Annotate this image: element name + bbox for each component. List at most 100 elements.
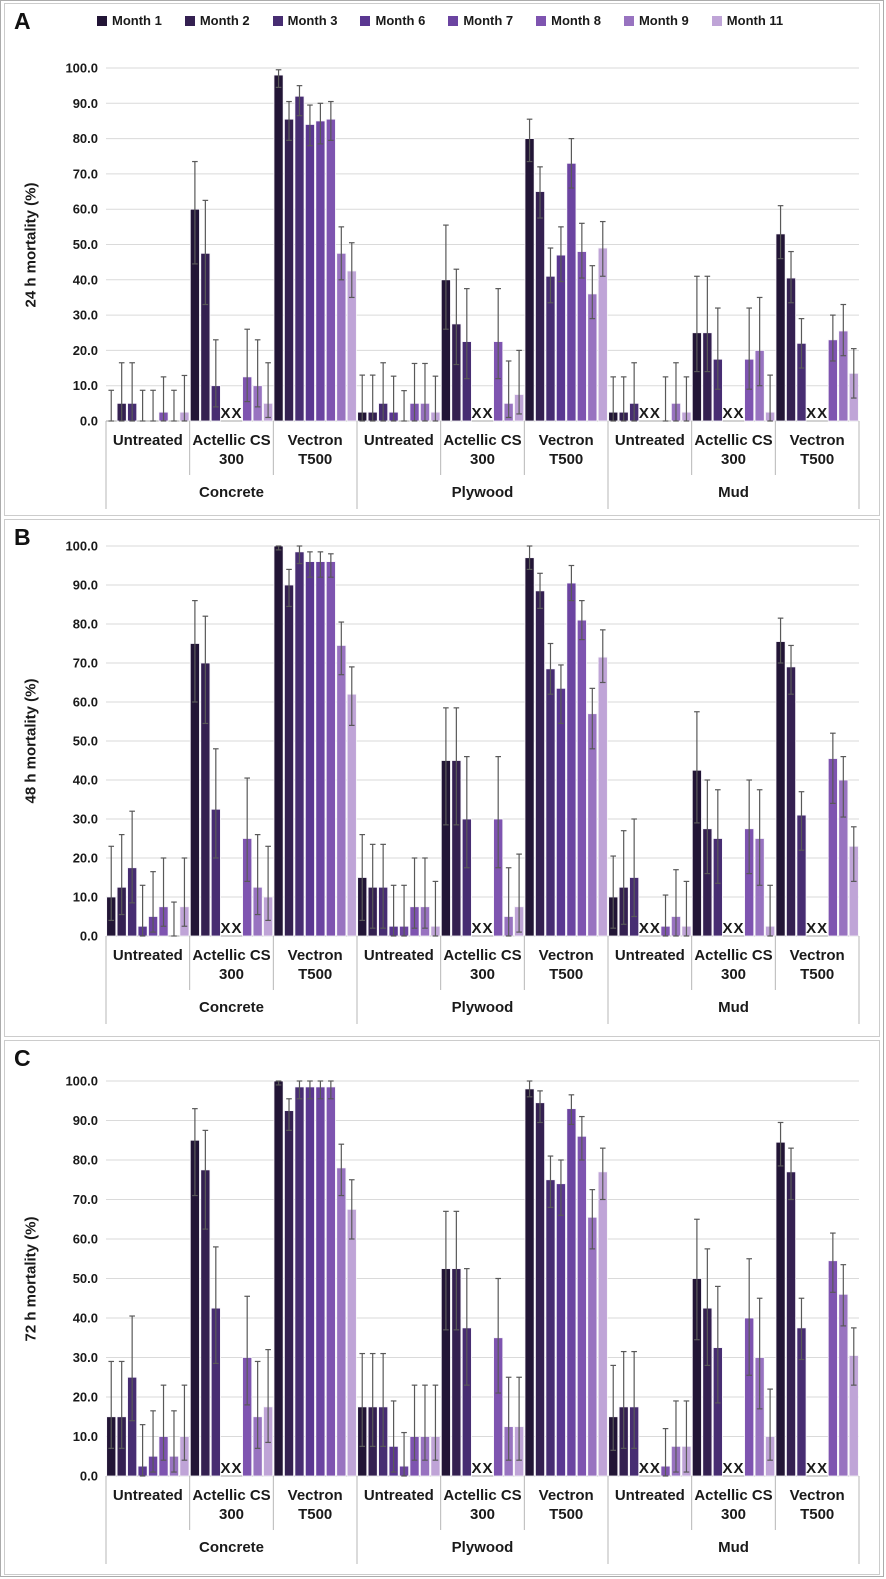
error-bar — [422, 857, 428, 929]
error-bar — [359, 374, 366, 422]
error-bar — [432, 880, 439, 937]
bar — [315, 120, 326, 422]
bar — [535, 1102, 545, 1477]
treatment-label: Actellic CS — [443, 1487, 521, 1504]
treatment-label: 300 — [219, 451, 244, 468]
error-bar — [453, 1210, 460, 1331]
bar — [786, 666, 796, 937]
error-bar — [840, 756, 847, 818]
error-bar — [265, 1349, 271, 1444]
chart-svg-b: 0.0 10.0 20.0 30.0 40.0 50.0 60.0 70.0 80.0 90.0 1… — [65, 539, 860, 1024]
chart-svg-c: 0.0 10.0 20.0 30.0 40.0 50.0 60.0 70.0 80.0 90.0 1… — [65, 1074, 860, 1564]
surface-label: Plywood — [452, 999, 514, 1016]
error-bar — [286, 100, 292, 141]
error-bar — [558, 664, 564, 725]
error-bar — [788, 1147, 794, 1201]
panel-letter-c: C — [14, 1045, 31, 1071]
bar — [294, 1086, 305, 1477]
y-tick-label: 40.0 — [73, 1311, 98, 1326]
bar — [555, 1183, 566, 1477]
error-bar — [830, 732, 836, 804]
xx-marker: XX — [806, 920, 828, 937]
error-bar — [746, 307, 752, 390]
y-tick-label: 90.0 — [73, 96, 98, 111]
legend-label: Month 1 — [112, 13, 162, 28]
error-bar — [777, 205, 784, 260]
xx-marker: XX — [806, 1460, 828, 1477]
error-bar — [254, 1360, 261, 1449]
y-tick-label: 0.0 — [80, 929, 98, 944]
error-bar — [192, 1108, 198, 1197]
error-bar — [673, 869, 679, 937]
error-bar — [348, 242, 355, 299]
error-bar — [683, 1400, 690, 1473]
error-bar — [411, 362, 418, 422]
error-bar — [526, 1080, 533, 1098]
error-bar — [850, 1327, 857, 1386]
treatment-label: Vectron — [539, 947, 594, 964]
treatment-label: Untreated — [615, 947, 685, 964]
bar — [284, 584, 295, 937]
error-bar — [704, 779, 711, 875]
treatment-label: Vectron — [790, 432, 845, 449]
bar — [325, 1086, 336, 1477]
y-tick-label: 40.0 — [73, 773, 98, 788]
error-bar — [150, 871, 156, 933]
treatment-label: T500 — [800, 1506, 834, 1523]
bar — [304, 1086, 315, 1477]
y-tick-label: 60.0 — [73, 202, 98, 217]
surface-label: Mud — [718, 484, 749, 501]
legend-item: Month 6 — [360, 13, 425, 28]
treatment-label: T500 — [298, 966, 332, 983]
error-bar — [401, 390, 407, 422]
y-tick-label: 10.0 — [73, 1429, 98, 1444]
treatment-label: Actellic CS — [694, 947, 772, 964]
bar — [273, 545, 284, 937]
bar — [346, 693, 357, 937]
treatment-label: Actellic CS — [192, 432, 270, 449]
legend-label: Month 3 — [287, 13, 338, 28]
bar — [597, 656, 608, 937]
error-bar — [160, 857, 167, 927]
y-tick-label: 50.0 — [73, 1271, 98, 1286]
legend-label: Month 2 — [199, 13, 250, 28]
panel-letter-b: B — [14, 524, 31, 550]
xx-marker: XX — [806, 405, 828, 422]
y-tick-label: 50.0 — [73, 237, 98, 252]
bar — [336, 1167, 347, 1477]
treatment-label: T500 — [298, 1506, 332, 1523]
error-bar — [767, 1388, 773, 1461]
error-bar — [777, 617, 784, 664]
y-tick-label: 80.0 — [73, 617, 98, 632]
surface-label: Plywood — [452, 484, 514, 501]
treatment-label: T500 — [800, 451, 834, 468]
error-bar — [526, 118, 533, 163]
error-bar — [631, 1350, 637, 1449]
error-bar — [505, 1376, 512, 1461]
bar — [587, 1216, 598, 1477]
xx-marker: XX — [722, 920, 744, 937]
legend-item: Month 9 — [623, 13, 689, 28]
error-bar — [579, 222, 585, 279]
error-bar — [181, 1384, 188, 1461]
error-bar — [495, 756, 501, 869]
error-bar — [464, 288, 470, 380]
error-bar — [265, 845, 271, 921]
error-bar — [746, 1258, 752, 1376]
bar — [524, 138, 535, 422]
error-bar — [139, 1424, 146, 1477]
error-bar — [589, 265, 596, 320]
error-bar — [589, 687, 596, 750]
error-bar — [662, 1428, 669, 1477]
surface-label: Mud — [718, 999, 749, 1016]
bar — [304, 124, 315, 422]
treatment-label: Untreated — [113, 1487, 183, 1504]
y-tick-label: 40.0 — [73, 272, 98, 287]
xx-marker: XX — [220, 1460, 242, 1477]
error-bar — [244, 328, 250, 403]
treatment-label: T500 — [549, 966, 583, 983]
error-bar — [715, 307, 721, 390]
error-bar — [359, 1352, 366, 1447]
error-bar — [275, 545, 282, 551]
error-bar — [453, 707, 460, 826]
